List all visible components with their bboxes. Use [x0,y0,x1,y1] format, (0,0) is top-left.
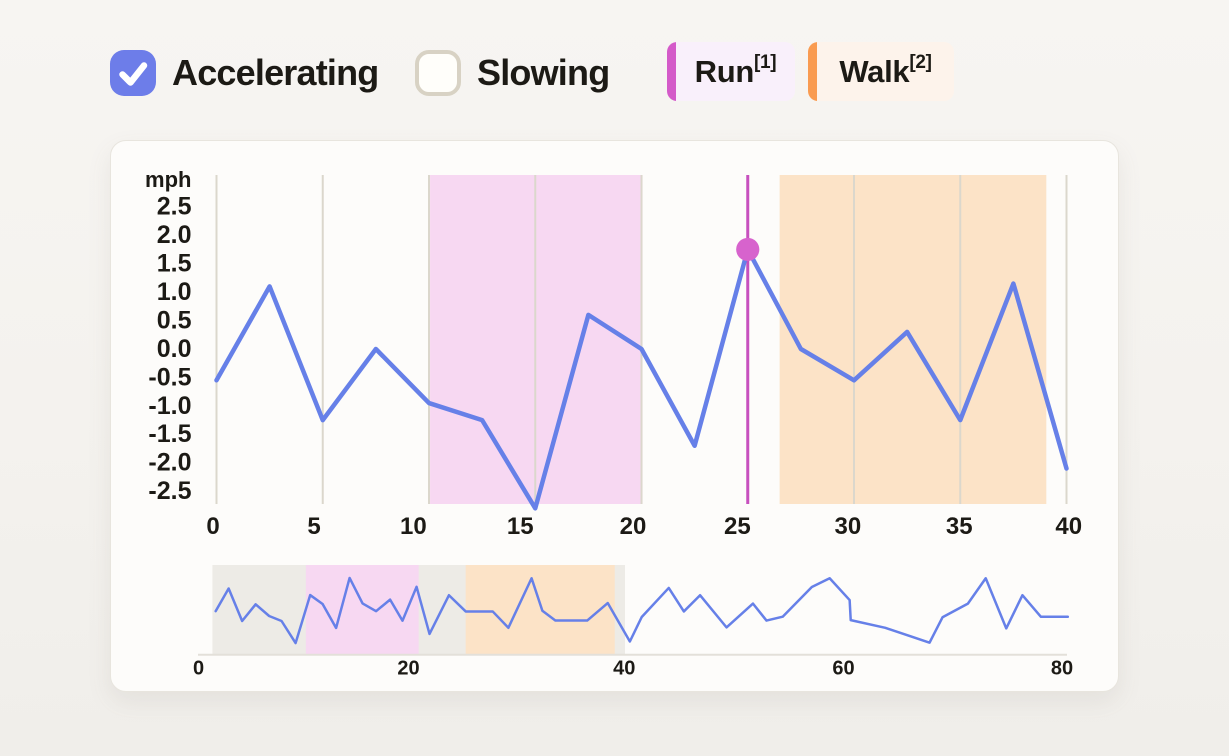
slowing-checkbox[interactable] [415,50,461,96]
y-tick-label-1.5: 1.5 [157,250,192,278]
x-tick-label-5: 5 [307,513,320,540]
walk-superscript: [2] [909,52,932,74]
overview-tick-label-80: 80 [1051,658,1073,680]
overview-tick-label-60: 60 [832,658,854,680]
x-tick-label-25: 25 [724,513,751,540]
overview-region-walk [465,565,615,654]
cursor-dot[interactable] [736,237,760,262]
run-legend-label: Run[1] [694,52,777,89]
x-tick-label-15: 15 [507,513,534,540]
x-tick-label-10: 10 [400,513,427,540]
y-tick-label--1.5: -1.5 [148,420,191,448]
x-tick-label-30: 30 [835,513,862,540]
walk-legend-label: Walk[2] [839,52,932,89]
x-tick-label-40: 40 [1055,513,1082,540]
y-tick-label-0.0: 0.0 [157,335,192,363]
y-tick-label--0.5: -0.5 [148,363,191,391]
chart-card: 0 5 10 15 20 25 30 35 40 2.5 2.0 1.5 1.0 0.5 0.0 -0.5 -1… [110,140,1119,692]
main-region-run [430,175,643,504]
y-tick-label-2.0: 2.0 [157,221,192,249]
checkmark-icon [119,62,148,86]
walk-color-bar [808,42,817,101]
overview-line [214,576,1070,645]
overview-tick-label-40: 40 [613,658,635,680]
overview-tick-label-20: 20 [397,658,419,680]
checkbox-group-slowing[interactable]: Slowing [415,50,610,96]
slowing-label[interactable]: Slowing [477,52,610,93]
x-tick-label-20: 20 [620,513,647,540]
y-tick-label-1.0: 1.0 [157,278,192,306]
run-superscript: [1] [754,52,777,74]
speed-line[interactable] [214,247,1069,511]
y-tick-label--2.0: -2.0 [148,449,191,477]
y-tick-label--1.0: -1.0 [148,392,191,420]
run-color-bar [667,42,676,101]
y-tick-label--2.5: -2.5 [148,477,191,505]
x-tick-label-0: 0 [206,513,219,540]
x-tick-label-35: 35 [946,513,973,540]
y-tick-label-0.5: 0.5 [157,306,192,334]
overview-tick-label-0: 0 [193,658,204,680]
legend-chip-run[interactable]: Run[1] [667,42,795,101]
overview-region-run [305,565,419,654]
y-tick-label-2.5: 2.5 [157,193,192,221]
accelerating-checkbox[interactable] [110,50,156,96]
speed-chart[interactable]: 0 5 10 15 20 25 30 35 402.52.01.51.00.50.0-0.5-1… [111,141,1120,693]
checkbox-group-accelerating[interactable]: Accelerating [110,50,379,96]
y-axis-unit-label: mph [145,167,191,192]
legend-chip-walk[interactable]: Walk[2] [808,42,954,101]
accelerating-label[interactable]: Accelerating [172,52,379,93]
